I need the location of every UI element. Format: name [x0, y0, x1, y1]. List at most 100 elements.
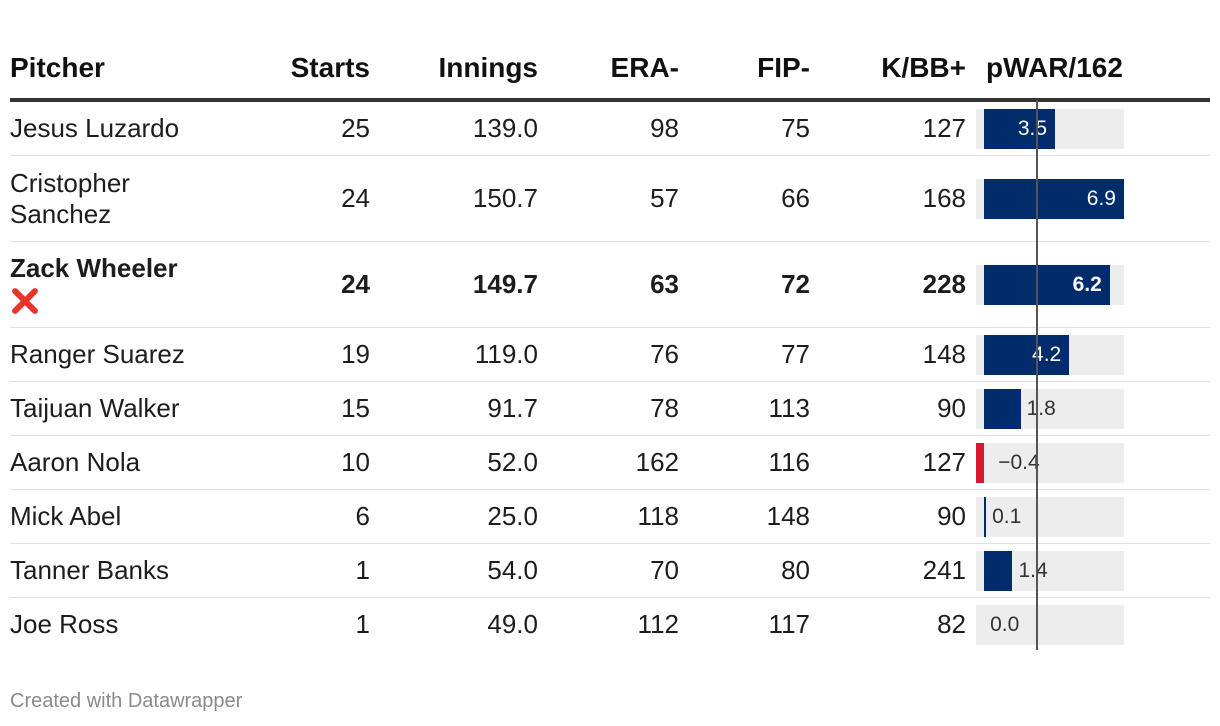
- pitcher-name-cell: Zack Wheeler: [10, 241, 200, 328]
- pwar-label: 4.2: [1032, 342, 1062, 366]
- table-row: Cristopher Sanchez 24 150.7 57 66 168 6.…: [10, 155, 1210, 242]
- pwar-track: 6.2: [976, 264, 1124, 305]
- kbb-value: 148: [810, 327, 966, 382]
- era-value: 98: [538, 100, 679, 156]
- fip-value: 80: [679, 543, 810, 598]
- kbb-value: 127: [810, 100, 966, 156]
- pwar-track: 4.2: [976, 334, 1124, 375]
- pwar-track: 1.4: [976, 550, 1124, 591]
- innings-value: 54.0: [370, 543, 538, 598]
- era-value: 63: [538, 241, 679, 328]
- starts-value: 15: [200, 381, 370, 436]
- footer-credit: Created with Datawrapper: [10, 690, 243, 712]
- table-row: Ranger Suarez 19 119.0 76 77 148 4.2: [10, 327, 1210, 382]
- kbb-value: 82: [937, 609, 966, 639]
- innings-value: 52.0: [370, 435, 538, 490]
- header-pwar[interactable]: pWAR/162: [966, 37, 1210, 102]
- pitcher-name: Zack Wheeler: [10, 252, 178, 283]
- pitcher-name: Tanner Banks: [10, 543, 200, 598]
- pwar-bar: [984, 496, 987, 537]
- starts-value: 1: [355, 609, 370, 639]
- pwar-track: 6.9: [976, 178, 1124, 219]
- pwar-label: 1.8: [1026, 396, 1056, 420]
- pwar-bar: [984, 264, 1110, 305]
- pwar-cell: 0.1: [966, 489, 1210, 544]
- pitcher-name: Mick Abel: [10, 489, 200, 544]
- table-row: Tanner Banks 1 54.0 70 80 241 1.4: [10, 543, 1210, 598]
- starts-value: 1: [200, 543, 370, 598]
- pwar-cell: 6.9: [966, 155, 1210, 242]
- innings-value: 119.0: [370, 327, 538, 382]
- kbb-value: 168: [810, 155, 966, 242]
- header-starts[interactable]: Starts: [200, 37, 370, 102]
- era-value: 76: [538, 327, 679, 382]
- pwar-cell: −0.4: [966, 435, 1210, 490]
- kbb-value: 228: [810, 241, 966, 328]
- innings-value: 149.7: [370, 241, 538, 328]
- kbb-value: 127: [810, 435, 966, 490]
- pwar-label: −0.4: [998, 450, 1040, 474]
- header-era[interactable]: ERA-: [538, 37, 679, 102]
- fip-value: 113: [679, 381, 810, 436]
- header-kbb[interactable]: K/BB+: [810, 37, 966, 102]
- pwar-track: 0.1: [976, 496, 1124, 537]
- table-row: Joe Ross 1 49.0 112 117 82 0.0: [10, 598, 1210, 652]
- cross-mark-icon: [10, 286, 40, 316]
- starts-value: 19: [200, 327, 370, 382]
- innings-value: 150.7: [370, 155, 538, 242]
- fip-value: 77: [679, 327, 810, 382]
- innings-value: 49.0: [487, 609, 538, 639]
- era-value: 70: [538, 543, 679, 598]
- era-value: 57: [538, 155, 679, 242]
- starts-value: 10: [200, 435, 370, 490]
- kbb-value: 241: [810, 543, 966, 598]
- starts-value: 24: [200, 155, 370, 242]
- pwar-bar: [984, 388, 1021, 429]
- fip-value: 117: [768, 609, 810, 639]
- pitching-stats-table: Pitcher Starts Innings ERA- FIP- K/BB+ p…: [10, 37, 1210, 651]
- header-fip[interactable]: FIP-: [679, 37, 810, 102]
- header-innings[interactable]: Innings: [370, 37, 538, 102]
- pwar-cell: 1.4: [966, 543, 1210, 598]
- fip-value: 116: [679, 435, 810, 490]
- pwar-cell: 3.5: [966, 100, 1210, 156]
- pwar-cell: 6.2: [966, 241, 1210, 328]
- era-value: 118: [538, 489, 679, 544]
- pitcher-name: Cristopher Sanchez: [10, 155, 200, 242]
- pwar-label: 1.4: [1018, 558, 1048, 582]
- pwar-bar: [976, 442, 985, 483]
- starts-value: 25: [200, 100, 370, 156]
- pitcher-name: Aaron Nola: [10, 435, 200, 490]
- innings-value: 25.0: [370, 489, 538, 544]
- pwar-zero-line: [1036, 100, 1038, 650]
- era-value: 78: [538, 381, 679, 436]
- pwar-bar: [984, 334, 1070, 375]
- pitcher-name: Joe Ross: [10, 609, 119, 639]
- table-row: Mick Abel 6 25.0 118 148 90 0.1: [10, 489, 1210, 544]
- pwar-bar: [984, 108, 1056, 149]
- fip-value: 66: [679, 155, 810, 242]
- pwar-label: 0.1: [992, 504, 1022, 528]
- pitcher-name: Taijuan Walker: [10, 381, 200, 436]
- fip-value: 148: [679, 489, 810, 544]
- kbb-value: 90: [810, 381, 966, 436]
- pwar-label: 6.9: [1086, 186, 1116, 210]
- innings-value: 139.0: [370, 100, 538, 156]
- era-value: 112: [637, 609, 679, 639]
- pwar-label: 6.2: [1072, 272, 1102, 296]
- table-row: Jesus Luzardo 25 139.0 98 75 127 3.5: [10, 100, 1210, 156]
- pwar-label: 3.5: [1017, 116, 1048, 140]
- pwar-bar: [984, 178, 1124, 219]
- table-row: Taijuan Walker 15 91.7 78 113 90 1.8: [10, 381, 1210, 436]
- pwar-bar: [984, 550, 1013, 591]
- pitcher-name: Ranger Suarez: [10, 327, 200, 382]
- fip-value: 75: [679, 100, 810, 156]
- header-pitcher[interactable]: Pitcher: [10, 37, 200, 102]
- pwar-track: 1.8: [976, 388, 1124, 429]
- starts-value: 6: [200, 489, 370, 544]
- pwar-track: 0.0: [976, 604, 1124, 645]
- kbb-value: 90: [810, 489, 966, 544]
- pwar-cell: 0.0: [966, 598, 1210, 652]
- table-row: Aaron Nola 10 52.0 162 116 127 −0.4: [10, 435, 1210, 490]
- table-row: Zack Wheeler 24 149.7 63 72 228 6.2: [10, 241, 1210, 328]
